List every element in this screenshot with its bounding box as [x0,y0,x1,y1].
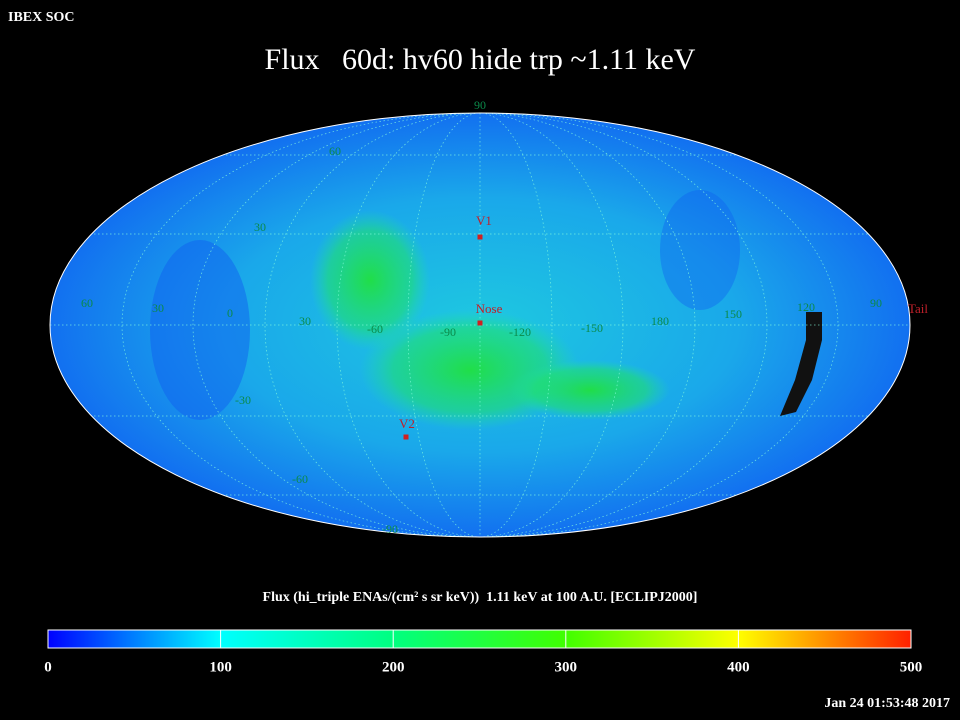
marker-label: V1 [476,213,492,228]
flux-region [310,210,430,350]
longitude-label: 150 [724,307,742,321]
longitude-label: 0 [227,306,233,320]
longitude-label: -150 [581,321,603,335]
latitude-label: -60 [292,472,308,486]
longitude-label: 30 [299,314,311,328]
no-data-strip [780,312,822,416]
colorbar-label: Flux (hi_triple ENAs/(cm² s sr keV)) 1.1… [263,590,698,605]
marker-label: Nose [476,301,503,316]
longitude-label: 60 [81,296,93,310]
colorbar-tick-label: 0 [44,659,52,675]
latitude-label: 90 [474,98,486,112]
longitude-label: -60 [367,322,383,336]
colorbar-tick-label: 100 [209,659,232,675]
marker-dot [403,434,409,440]
marker-dot [477,234,483,240]
latitude-label: -90 [382,522,398,536]
marker-label: V2 [399,416,415,431]
longitude-label: 90 [870,296,882,310]
flux-region [150,240,250,420]
colorbar-tick-label: 300 [555,659,578,675]
title: Flux 60d: hv60 hide trp ~1.11 keV [265,43,696,76]
colorbar [47,629,912,649]
marker-dot [477,320,483,326]
latitude-label: 60 [329,144,341,158]
longitude-label: -90 [440,325,456,339]
latitude-label: 30 [254,220,266,234]
longitude-label: 120 [797,300,815,314]
colorbar-tick-label: 400 [727,659,750,675]
marker-label: Tail [908,301,928,316]
timestamp: Jan 24 01:53:48 2017 [824,696,950,711]
flux-region [510,360,670,420]
colorbar-tick-label: 500 [900,659,923,675]
longitude-label: -120 [509,325,531,339]
latitude-label: -30 [235,393,251,407]
longitude-label: 180 [651,314,669,328]
longitude-label: 30 [152,301,164,315]
flux-region [660,190,740,310]
map-border [49,112,911,538]
colorbar-tick-label: 200 [382,659,405,675]
corner-label: IBEX SOC [8,10,75,25]
